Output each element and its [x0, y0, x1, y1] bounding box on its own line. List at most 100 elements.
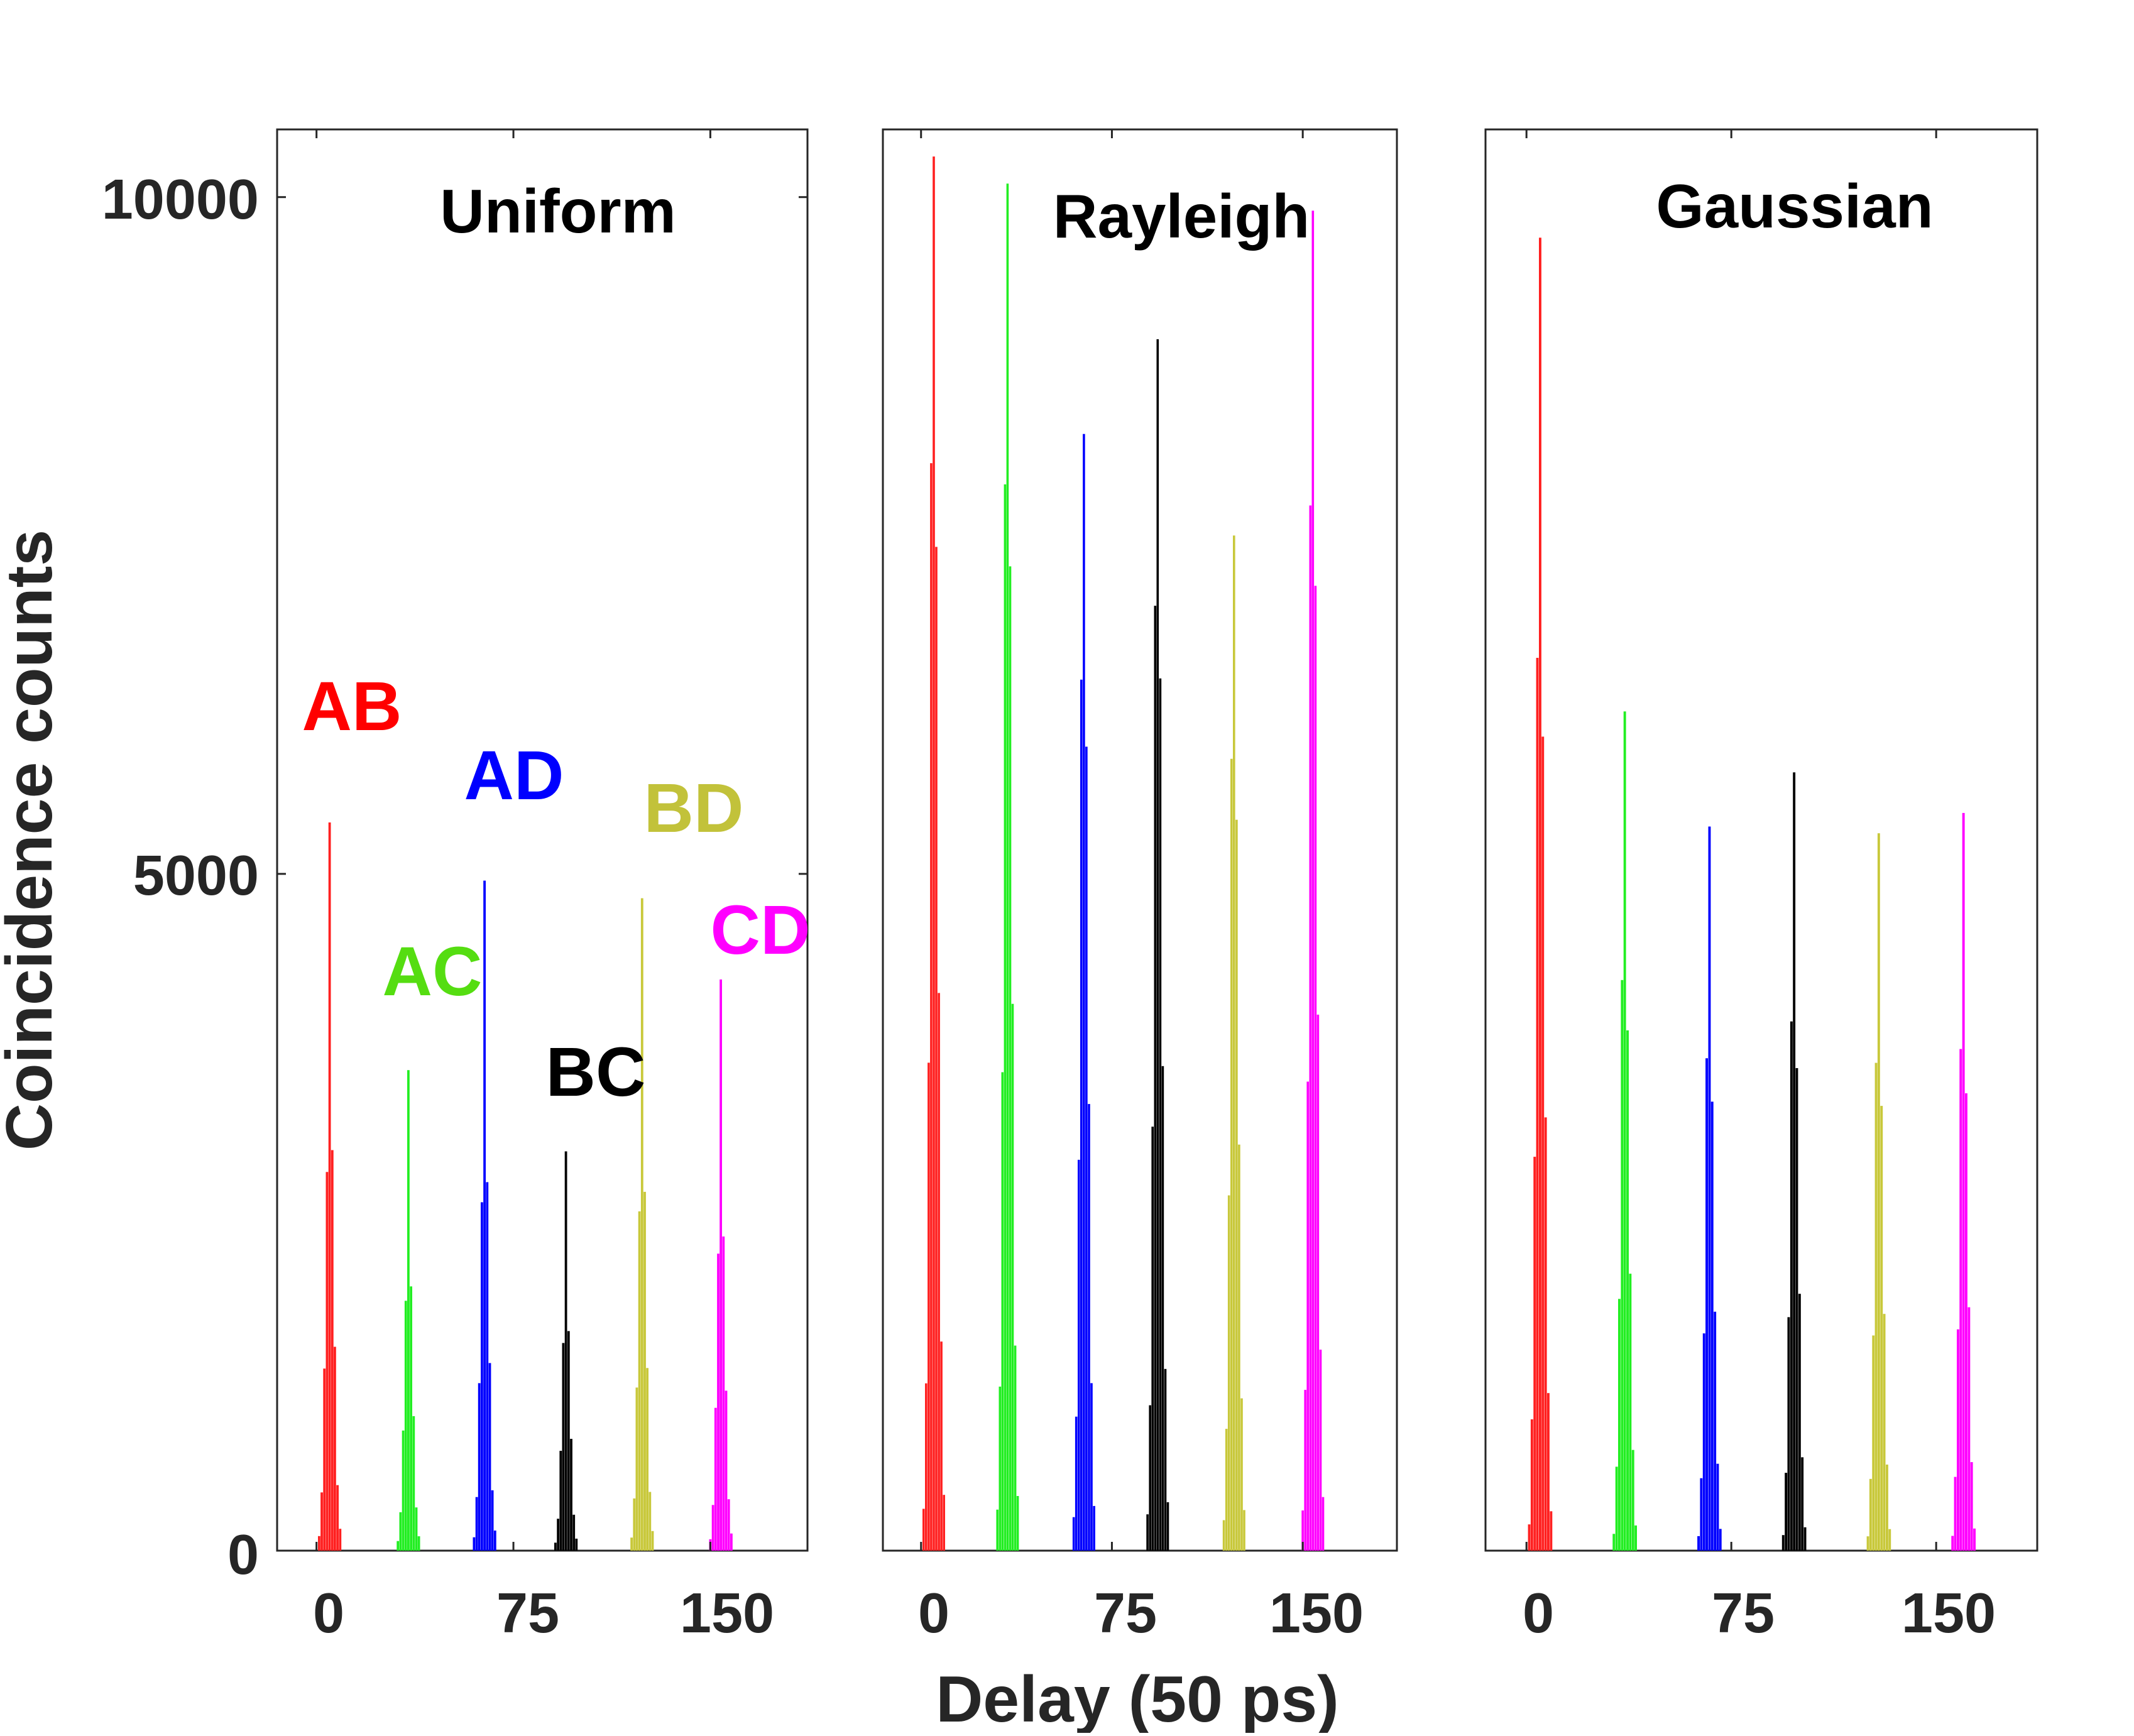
histogram-bar — [1700, 1478, 1703, 1551]
histogram-bar — [1093, 1505, 1095, 1551]
histogram-bar — [1309, 505, 1312, 1551]
histogram-bar — [1973, 1528, 1976, 1551]
histogram-bar — [1544, 1117, 1547, 1551]
histogram-bar — [572, 1514, 576, 1551]
histogram-bar — [1083, 434, 1085, 1551]
histogram-bar — [648, 1492, 652, 1551]
histogram-bar — [727, 1499, 730, 1551]
histogram-bar — [328, 822, 331, 1551]
histogram-bar — [651, 1531, 654, 1551]
histogram-bar — [1710, 1101, 1714, 1551]
histogram-bar — [336, 1485, 339, 1551]
histogram-bar — [1151, 1127, 1154, 1551]
pair-label-ad: AD — [464, 737, 564, 814]
histogram-bar — [491, 1490, 494, 1551]
histogram-bar — [1790, 1021, 1793, 1551]
x-tick-label-gaussian-75: 75 — [1712, 1582, 1775, 1645]
histogram-bar — [339, 1529, 342, 1551]
histogram-bar — [930, 463, 933, 1551]
histogram-bar — [1623, 711, 1626, 1551]
x-tick-label-rayleigh-75: 75 — [1094, 1582, 1157, 1645]
histogram-bar — [1078, 1159, 1080, 1551]
histogram-bar — [554, 1542, 557, 1551]
histogram-bar — [1011, 1003, 1014, 1551]
histogram-bar — [1798, 1294, 1801, 1551]
histogram-bar — [1869, 1478, 1872, 1551]
histogram-bar — [1009, 566, 1012, 1551]
histogram-bar — [1626, 1030, 1629, 1551]
panel-frame-gaussian — [1484, 128, 2038, 1552]
histogram-bar — [1801, 1457, 1804, 1551]
histogram-bar — [488, 1363, 491, 1551]
histogram-bar — [1787, 1317, 1790, 1551]
histogram-bar — [1967, 1307, 1971, 1551]
histogram-bar — [1714, 1311, 1717, 1551]
histogram-bar — [415, 1507, 418, 1551]
histogram-bar — [1708, 826, 1711, 1551]
histogram-bar — [1872, 1335, 1875, 1551]
histogram-bar — [630, 1537, 633, 1551]
histogram-bar — [562, 1343, 565, 1551]
histogram-bar — [999, 1386, 1002, 1551]
histogram-bar — [1951, 1536, 1954, 1551]
histogram-bar — [1004, 484, 1007, 1551]
histogram-bar — [1016, 1496, 1019, 1551]
histogram-bar — [638, 1211, 641, 1551]
histogram-bar — [1793, 772, 1796, 1551]
histogram-bar — [475, 1497, 478, 1551]
panel-frame-rayleigh — [882, 128, 1398, 1552]
histogram-bar — [1225, 1429, 1228, 1551]
histogram-bar — [557, 1519, 559, 1551]
histogram-bar — [407, 1070, 410, 1551]
histogram-bar — [1321, 1497, 1325, 1551]
histogram-bar — [1149, 1405, 1151, 1551]
histogram-bar — [575, 1538, 578, 1551]
histogram-bar — [1957, 1329, 1959, 1551]
histogram-bar — [397, 1541, 400, 1551]
histogram-bar — [1159, 678, 1162, 1551]
histogram-bar — [1803, 1527, 1807, 1551]
histogram-bar — [633, 1498, 636, 1551]
histogram-bar — [399, 1512, 402, 1551]
histogram-bar — [646, 1368, 648, 1551]
histogram-bar — [940, 1341, 943, 1551]
histogram-bar — [1795, 1068, 1798, 1551]
histogram-bar — [1235, 819, 1238, 1551]
histogram-bar — [1883, 1314, 1886, 1551]
histogram-bar — [1618, 1299, 1621, 1551]
histogram-bar — [334, 1346, 336, 1551]
histogram-bar — [711, 1505, 714, 1551]
histogram-bar — [483, 880, 486, 1551]
histogram-bar — [1222, 1520, 1225, 1551]
histogram-bar — [326, 1172, 329, 1551]
histogram-bar — [1533, 1157, 1536, 1551]
histogram-bar — [927, 1062, 930, 1551]
histogram-bar — [714, 1407, 717, 1551]
x-tick-label-uniform-150: 150 — [680, 1582, 774, 1645]
histogram-bar — [1240, 1398, 1243, 1551]
x-tick-label-gaussian-150: 150 — [1901, 1582, 1996, 1645]
histogram-bar — [1697, 1536, 1700, 1551]
histogram-bar — [1161, 1066, 1164, 1551]
histogram-bar — [1088, 1104, 1090, 1551]
histogram-bar — [1874, 1062, 1878, 1551]
histogram-bar — [412, 1416, 415, 1551]
histogram-bar — [1316, 1014, 1320, 1551]
histogram-bar — [1319, 1350, 1322, 1551]
histogram-bar — [1304, 1390, 1306, 1551]
histogram-bar — [1156, 339, 1159, 1551]
histogram-bar — [722, 1236, 725, 1551]
histogram-bar — [417, 1536, 420, 1551]
histogram-bar — [720, 979, 722, 1551]
histogram-bar — [925, 1383, 927, 1551]
histogram-bar — [730, 1533, 733, 1551]
histogram-bar — [1716, 1463, 1719, 1551]
histogram-bar — [1528, 1524, 1531, 1551]
panel-title-gaussian: Gaussian — [1656, 172, 1933, 241]
histogram-bar — [473, 1537, 476, 1551]
histogram-bar — [1629, 1274, 1632, 1551]
histogram-bar — [1154, 606, 1157, 1551]
histogram-bar — [1146, 1514, 1149, 1551]
